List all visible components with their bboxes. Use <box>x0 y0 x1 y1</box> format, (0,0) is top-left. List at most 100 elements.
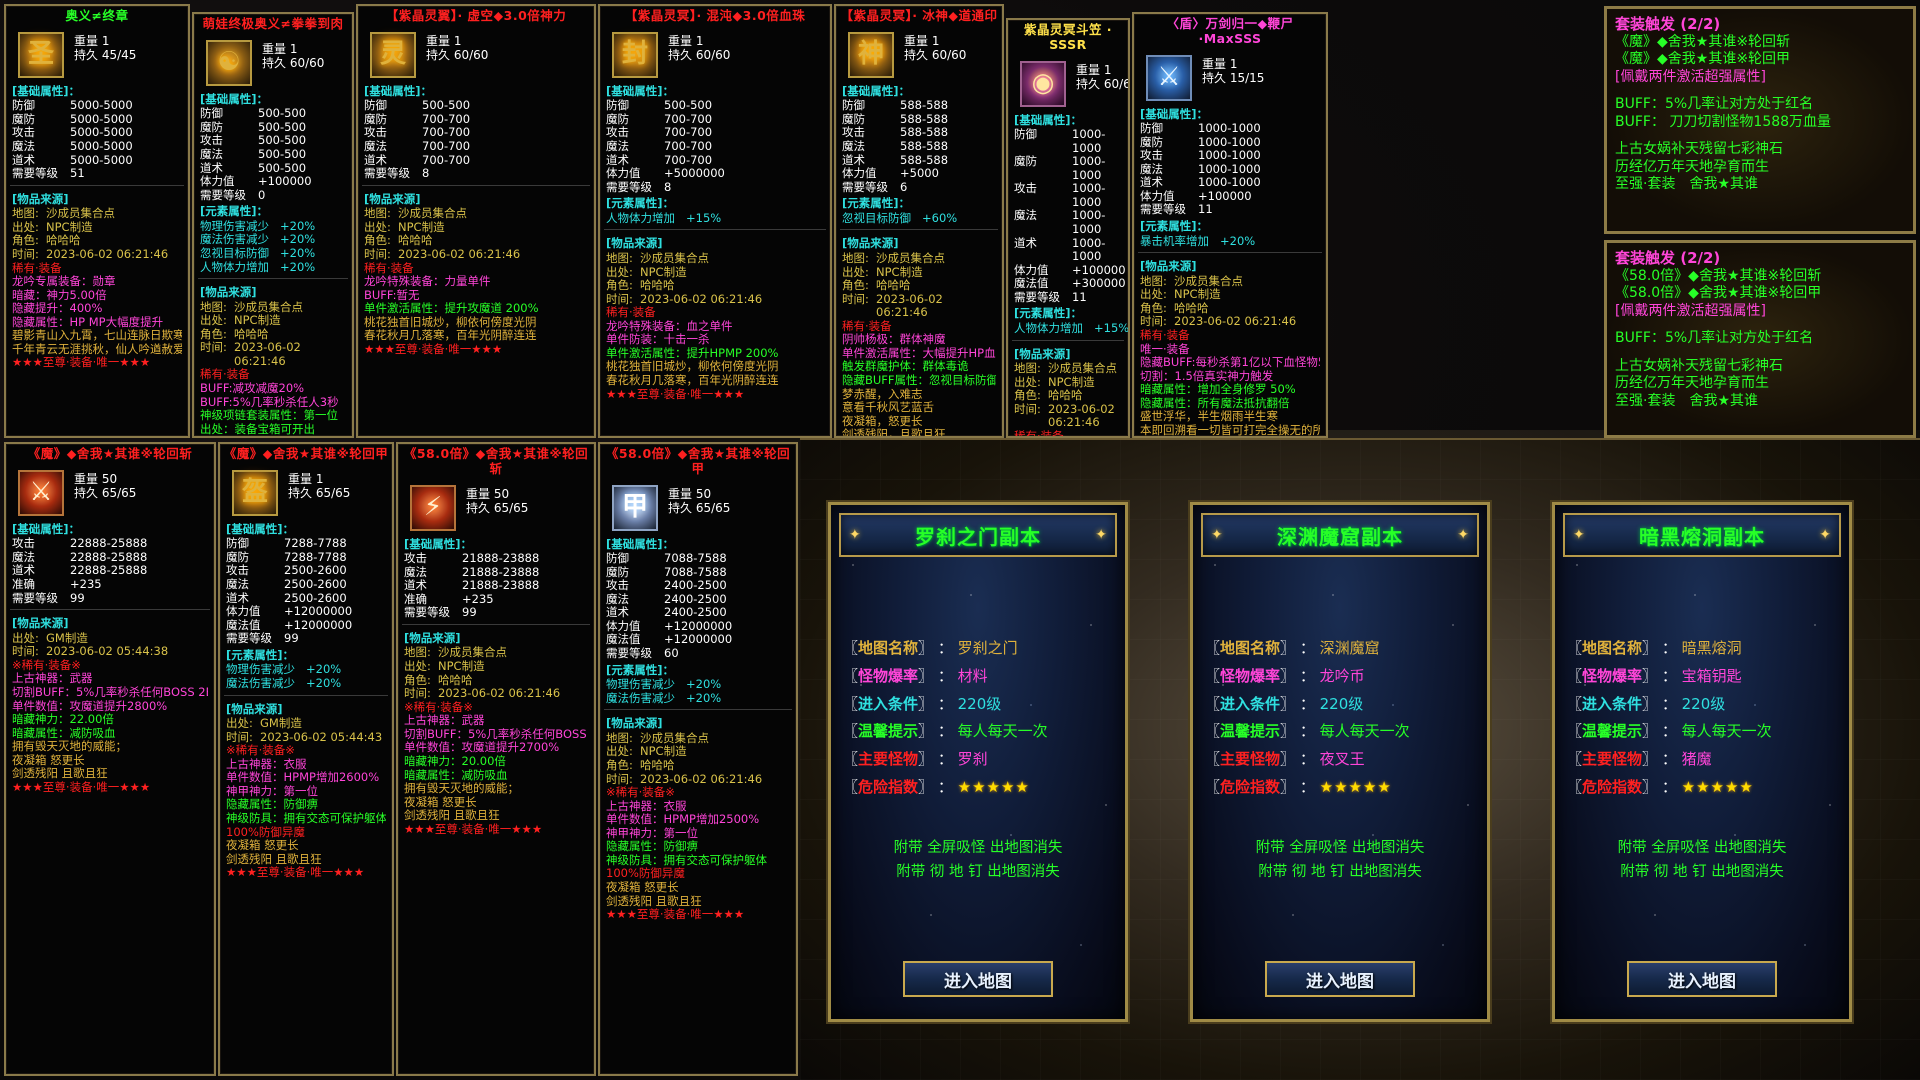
attr-row: 攻击 700-700 <box>364 125 471 140</box>
item-flavor-lines: ※稀有·装备※ 上古神器：衣服 单件数值：HPMP增加2500% 神甲神力：第一位 隐藏… <box>600 786 796 922</box>
flavor-line: ※稀有·装备※ <box>226 744 295 758</box>
flavor-line: 隐藏属性：防御痹 <box>606 840 698 854</box>
flavor-line: 意看千秋风艺蓝舌 <box>842 401 934 415</box>
tooltip-header: ☯ 重量 1 持久 60/60 <box>194 34 352 90</box>
item-icon[interactable]: 甲 <box>612 484 658 531</box>
elem-attr-heading: [元素属性]： <box>842 196 911 211</box>
attr-row: 道术 500-500 <box>200 160 307 175</box>
item-icon[interactable]: 封 <box>612 31 658 78</box>
set-bonus-lore: 至强·套装 舍我★其谁 <box>1615 176 1759 193</box>
attr-row: 需要等级 60 <box>606 646 679 660</box>
attr-row: 道术 1000-1000 <box>1140 175 1261 190</box>
dungeon-footer-line: 附带 彻 地 钉 出地图消失 <box>1620 864 1784 881</box>
item-flavor-lines: 稀有·装备唯一·装备隐藏BUFF:每秒杀第1亿以下血怪物5%血量切割：1.5倍真… <box>1134 329 1326 436</box>
dungeon-info-row: 〖主要怪物〗 ： 猪魔 <box>1567 750 1712 768</box>
dungeon-info-row: 〖进入条件〗 ： 220级 <box>1567 694 1726 713</box>
flavor-line: 夜凝箱 怒更长 <box>606 881 679 894</box>
item-source: [物品来源] 地图: 沙成员集合点 出处: NPC制造 角色: 哈哈哈 时间: 2023-06-… <box>358 190 594 262</box>
flavor-line: 暗藏属性：增加全身修罗 50% <box>1140 383 1296 397</box>
source-heading: [物品来源] <box>842 236 899 251</box>
enter-map-button[interactable]: 进入地图 <box>1627 961 1777 997</box>
source-from: 出处: NPC制造 <box>606 744 687 759</box>
dungeon-info-row: 〖危险指数〗 ： ★★★★★ <box>1205 777 1392 796</box>
flavor-line: 切割：1.5倍真实神力触发 <box>1140 369 1274 383</box>
attr-row: 攻击 700-700 <box>606 125 713 140</box>
flavor-line: ※稀有·装备※ <box>12 658 81 672</box>
flavor-line: ★★★至尊·装备·唯一★★★ <box>606 387 745 401</box>
flavor-line: 隐藏属性：防御痹 <box>226 798 318 812</box>
elem-attr-row: 人物体力增加 +20% <box>200 259 316 274</box>
base-attr-list: 防御 5000-5000 魔防 5000-5000 攻击 5000-5000 魔法 5000-… <box>6 99 188 180</box>
flavor-line: 剑透残阳 且歌且狂 <box>226 852 322 866</box>
dungeon-panel-area: ✦ 罗刹之门副本 ✦ 〖地图名称〗 ： 罗刹之门 〖怪物爆率〗 ： 材料 〖进入… <box>800 438 1920 1080</box>
dungeon-info-row: 〖危险指数〗 ： ★★★★★ <box>1567 777 1754 796</box>
item-tooltip: 【紫晶灵翼】· 虚空◆3.0倍神力 灵 重量 1 持久 60/60 [基础属性]… <box>356 4 596 438</box>
dungeon-info-row: 〖进入条件〗 ： 220级 <box>843 694 1002 713</box>
flavor-line: 单件数值：HPMP增加2500% <box>606 813 760 827</box>
dungeon-footer-line: 附带 全屏吸怪 出地图消失 <box>893 839 1063 856</box>
flavor-line: 暗藏：神力5.00倍 <box>12 288 107 302</box>
flavor-line: 单件激活属性：大幅提升HP血量 <box>842 346 996 360</box>
enter-map-button[interactable]: 进入地图 <box>903 961 1053 997</box>
item-icon[interactable]: 灵 <box>370 31 416 78</box>
flavor-line: 桃花独首旧城炒，柳依何傍度光阴 <box>364 315 537 329</box>
item-icon[interactable]: 盔 <box>232 469 278 516</box>
item-icon[interactable]: ⚡ <box>410 484 456 531</box>
tooltip-header: ⚔ 重量 50 持久 65/65 <box>6 464 214 520</box>
item-tooltip: 紫晶灵冥斗笠 · SSSR ◉ 重量 1 持久 60/60 [基础属性]：防御1… <box>1006 18 1130 438</box>
set-bonus-lore: 至强·套装 舍我★其谁 <box>1615 392 1759 409</box>
source-time: 时间: 2023-06-02 06:21:46 <box>404 686 561 701</box>
attr-row: 攻击 588-588 <box>842 125 949 140</box>
dungeon-info-row: 〖温馨提示〗 ： 每人每天一次 <box>843 722 1048 741</box>
dungeon-card: ✦ 暗黑熔洞副本 ✦ 〖地图名称〗 ： 暗黑熔洞 〖怪物爆率〗 ： 宝箱钥匙 〖… <box>1552 502 1852 1022</box>
attr-row: 需要等级 0 <box>200 187 266 202</box>
attr-row: 魔法 700-700 <box>606 139 713 153</box>
tooltip-title: 【紫晶灵翼】· 虚空◆3.0倍神力 <box>385 8 567 23</box>
attr-row: 魔法 21888-23888 <box>404 564 540 579</box>
flavor-line: 龙吟专属装备：勋章 <box>12 275 116 289</box>
item-icon[interactable]: ◉ <box>1020 60 1066 107</box>
set-bonus-activate: [佩戴两件激活超强属性] <box>1615 68 1766 85</box>
item-flavor-lines: 稀有·装备 龙吟特殊装备：血之单件 单件防装：十击一杀 单件激活属性：提升HPMP 2… <box>600 306 830 401</box>
item-icon[interactable]: 圣 <box>18 31 64 78</box>
sparkle-icon: ✦ <box>1573 527 1585 543</box>
source-heading: [物品来源] <box>12 616 69 631</box>
item-tooltip: 《58.0倍》◆舍我★其谁※轮回甲 甲 重量 50 持久 65/65 [基础属性… <box>598 442 798 1076</box>
source-role: 角色: 哈哈哈 <box>842 278 911 293</box>
source-map: 地图: 沙成员集合点 <box>404 645 507 660</box>
item-weight-durability: 重量 1 持久 60/60 <box>904 33 967 62</box>
attr-row: 需要等级 8 <box>364 166 430 181</box>
item-icon[interactable]: ⚔ <box>1146 54 1192 101</box>
attr-row: 攻击 2400-2500 <box>606 578 727 593</box>
attr-row: 魔法 5000-5000 <box>12 139 133 153</box>
flavor-line: 拥有毁天灭地的威能； <box>404 782 519 796</box>
tooltip-divider <box>10 609 210 611</box>
dungeon-info-value: 220级 <box>1319 694 1364 713</box>
sparkle-icon: ✦ <box>849 527 861 543</box>
item-source: [物品来源] 地图: 沙成员集合点 出处: NPC制造 角色: 哈哈哈 时间: 2023-06-… <box>6 190 188 262</box>
dungeon-info-value: 宝箱钥匙 <box>1681 666 1742 685</box>
attr-row: 攻击 5000-5000 <box>12 125 133 140</box>
source-map: 地图: 沙成员集合点 <box>606 250 709 265</box>
enter-map-button[interactable]: 进入地图 <box>1265 961 1415 997</box>
attr-row: 准确 +235 <box>404 591 494 606</box>
dungeon-card: ✦ 罗刹之门副本 ✦ 〖地图名称〗 ： 罗刹之门 〖怪物爆率〗 ： 材料 〖进入… <box>828 502 1128 1022</box>
item-icon[interactable]: ⚔ <box>18 469 64 516</box>
elem-attr-heading: [元素属性]： <box>200 204 269 219</box>
base-attr-heading: [基础属性]： <box>606 83 675 98</box>
item-icon[interactable]: ☯ <box>206 39 252 86</box>
elem-attr-list: 忽视目标防御 +60% <box>836 211 1002 226</box>
dungeon-info-value: 材料 <box>957 666 988 685</box>
source-time: 时间: 2023-06-02 06:21:46 <box>842 291 943 320</box>
source-from: 出处: NPC制造 <box>12 219 93 234</box>
item-source: [物品来源] 地图: 沙成员集合点 出处: NPC制造 角色: 哈哈哈 时间: 2023-06-… <box>1008 345 1128 430</box>
source-map: 地图: 沙成员集合点 <box>842 250 945 265</box>
attr-row: 魔法 700-700 <box>364 139 471 153</box>
item-icon[interactable]: 神 <box>848 31 894 78</box>
base-attr-heading: [基础属性]： <box>1140 106 1209 121</box>
set-bonus-buff: BUFF：5%几率让对方处于红名 <box>1615 96 1814 113</box>
attr-row: 需要等级 99 <box>12 590 85 605</box>
attr-row: 攻击 21888-23888 <box>404 551 540 566</box>
source-role: 角色: 哈哈哈 <box>606 757 675 772</box>
flavor-line: 稀有·装备 <box>606 306 656 320</box>
